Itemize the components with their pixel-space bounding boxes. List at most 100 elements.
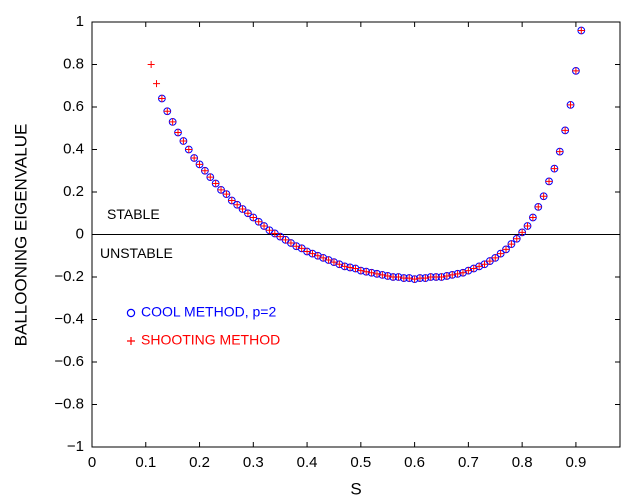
y-tick-label: 0.8	[63, 55, 84, 72]
point	[244, 209, 252, 217]
point	[169, 118, 177, 126]
point	[518, 228, 526, 236]
y-tick-label: −0.2	[54, 268, 84, 285]
x-tick-label: 0.2	[189, 454, 210, 471]
annotation: STABLE	[107, 206, 160, 222]
x-tick-label: 0.3	[243, 454, 264, 471]
point	[206, 173, 214, 181]
point	[233, 201, 241, 209]
point	[196, 160, 204, 168]
point	[459, 269, 467, 277]
point	[201, 167, 209, 175]
legend-label: COOL METHOD, p=2	[141, 304, 276, 320]
point	[470, 265, 478, 272]
point	[228, 197, 236, 204]
point	[491, 254, 499, 262]
point	[185, 146, 193, 153]
point	[373, 270, 381, 278]
point	[217, 186, 225, 194]
point	[351, 265, 359, 272]
point	[314, 252, 322, 260]
point	[303, 248, 311, 255]
y-tick-label: −0.8	[54, 395, 84, 412]
y-axis-label: BALLOONING EIGENVALUE	[11, 124, 30, 347]
y-tick-label: 0.4	[63, 140, 84, 157]
point	[357, 267, 365, 275]
point	[276, 233, 284, 241]
point	[378, 271, 386, 279]
point	[249, 214, 257, 221]
point	[325, 256, 333, 264]
point	[292, 242, 300, 250]
y-tick-label: 0.6	[63, 98, 84, 115]
point	[222, 190, 230, 198]
y-tick-label: 0.2	[63, 183, 84, 200]
point	[163, 107, 171, 115]
point	[421, 274, 429, 282]
point	[153, 80, 161, 88]
point	[394, 273, 402, 281]
point	[271, 229, 279, 237]
point	[319, 254, 327, 262]
point	[524, 222, 532, 230]
point	[265, 226, 273, 234]
point	[561, 126, 569, 134]
point	[540, 192, 548, 200]
point	[384, 272, 392, 280]
point	[475, 262, 483, 270]
point	[486, 257, 494, 265]
x-tick-label: 0.6	[404, 454, 425, 471]
point	[298, 244, 306, 252]
point	[260, 222, 268, 230]
point	[411, 275, 419, 283]
point	[362, 268, 370, 276]
point	[567, 101, 575, 109]
point	[448, 271, 456, 279]
y-tick-label: −1	[67, 438, 84, 455]
point	[502, 245, 510, 253]
x-tick-label: 0.4	[297, 454, 318, 471]
point	[255, 218, 263, 226]
point	[577, 27, 585, 34]
point	[545, 177, 553, 185]
x-tick-label: 0.5	[350, 454, 371, 471]
point	[282, 236, 290, 244]
point	[497, 250, 505, 258]
y-tick-label: −0.4	[54, 310, 84, 327]
x-tick-label: 0.9	[565, 454, 586, 471]
point	[405, 274, 413, 282]
annotation: UNSTABLE	[100, 245, 173, 261]
point	[368, 269, 376, 277]
point	[529, 214, 537, 221]
x-tick-label: 0.8	[512, 454, 533, 471]
y-tick-label: 0	[76, 225, 84, 242]
point	[437, 273, 445, 281]
point	[174, 129, 182, 136]
point	[239, 205, 247, 213]
point	[454, 270, 462, 278]
point	[147, 61, 155, 68]
point	[464, 267, 472, 275]
legend-marker	[126, 308, 136, 318]
point	[158, 95, 166, 102]
point	[335, 260, 343, 268]
legend-label: SHOOTING METHOD	[141, 332, 280, 348]
point	[572, 67, 580, 75]
point	[507, 240, 515, 248]
y-tick-label: 1	[76, 13, 84, 30]
point	[481, 260, 489, 268]
point	[534, 203, 542, 211]
y-tick-label: −0.6	[54, 353, 84, 370]
point	[287, 239, 295, 247]
x-axis-label: S	[350, 479, 361, 498]
x-tick-label: 0	[88, 454, 96, 471]
point	[212, 180, 220, 187]
x-tick-label: 0.7	[458, 454, 479, 471]
point	[330, 258, 338, 266]
legend-marker	[127, 337, 135, 345]
point	[308, 250, 316, 258]
x-tick-label: 0.1	[135, 454, 156, 471]
point	[346, 263, 354, 271]
